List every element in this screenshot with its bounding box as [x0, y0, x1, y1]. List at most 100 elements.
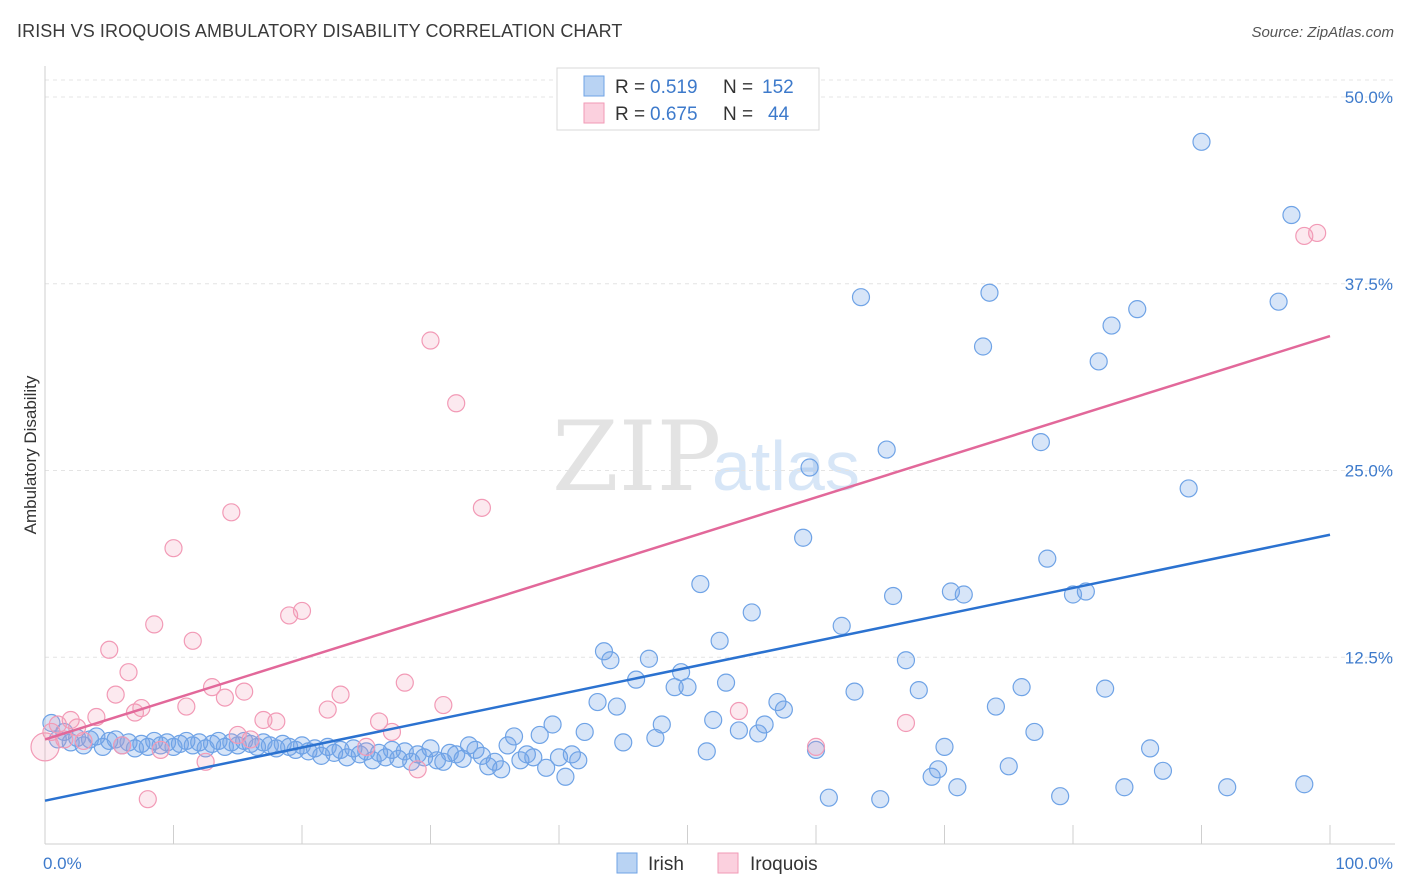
y-tick-label: 12.5% [1345, 648, 1393, 667]
iroquois-point [164, 539, 183, 558]
iroquois-point [183, 631, 202, 650]
iroquois-point [74, 731, 93, 751]
series-legend: Irish Iroquois [616, 852, 818, 875]
irish-point [678, 678, 697, 697]
legend-iroquois-n-label: N = [723, 104, 753, 125]
irish-point [543, 715, 562, 734]
irish-point [832, 616, 851, 635]
x-tick-label: 100.0% [1335, 854, 1393, 873]
watermark: ZIP atlas [552, 401, 860, 513]
stats-legend: R = 0.519 N = 152 R = 0.675 N = 44 [556, 67, 820, 131]
bottom-legend-iroquois-label: Iroquois [750, 854, 818, 875]
legend-irish-swatch [583, 75, 605, 97]
irish-point [1128, 300, 1147, 319]
irish-point [710, 631, 729, 650]
y-tick-label: 50.0% [1345, 88, 1393, 107]
x-tick-label: 0.0% [43, 854, 82, 873]
irish-point [922, 767, 941, 786]
iroquois-point [729, 701, 749, 721]
irish-point [845, 682, 864, 701]
iroquois-point [806, 737, 826, 756]
irish-point [1218, 778, 1237, 797]
bottom-legend-irish-label: Irish [648, 854, 684, 875]
iroquois-point [408, 760, 427, 779]
iroquois-point [119, 663, 138, 682]
irish-point [1102, 316, 1121, 335]
y-tick-labels: 12.5% 25.0% 37.5% 50.0% [1345, 88, 1393, 667]
irish-point [909, 681, 928, 700]
irish-point [800, 458, 819, 477]
chart-title: IRISH VS IROQUOIS AMBULATORY DISABILITY … [17, 21, 623, 41]
iroquois-point [331, 685, 350, 704]
source-label: Source: ZipAtlas.com [1251, 24, 1394, 41]
iroquois-point [145, 615, 164, 634]
iroquois-point [292, 601, 312, 621]
irish-point [729, 721, 749, 740]
y-tick-label: 37.5% [1345, 275, 1393, 294]
irish-point [607, 697, 626, 716]
irish-point [1012, 678, 1031, 697]
irish-point [1140, 739, 1160, 758]
iroquois-point [318, 700, 337, 719]
grid-lines [45, 79, 1395, 658]
irish-point [716, 673, 736, 692]
irish-point [575, 722, 594, 742]
irish-point [601, 651, 620, 670]
irish-point [1038, 549, 1057, 568]
legend-iroquois-swatch [583, 102, 605, 124]
y-axis-label: Ambulatory Disability [21, 375, 40, 534]
irish-point [594, 642, 614, 661]
iroquois-point [177, 697, 196, 716]
iroquois-point [138, 790, 157, 809]
iroquois-point [215, 688, 234, 707]
iroquois-point [61, 710, 80, 730]
y-tick-label: 25.0% [1345, 462, 1393, 481]
irish-point [1282, 205, 1301, 225]
irish-point [1115, 778, 1134, 797]
legend-iroquois-n-value: 44 [768, 104, 790, 125]
irish-point [1031, 433, 1050, 452]
watermark-atlas: atlas [712, 427, 860, 505]
irish-points [42, 132, 1314, 809]
irish-point [896, 651, 916, 670]
irish-point [986, 697, 1006, 716]
irish-point [614, 733, 633, 752]
iroquois-point [434, 695, 453, 715]
iroquois-point [395, 673, 414, 692]
irish-point [1051, 787, 1070, 806]
bottom-legend-iroquois-swatch [717, 852, 739, 874]
irish-point [569, 751, 588, 770]
irish-point [749, 724, 768, 743]
axes [44, 66, 1395, 845]
iroquois-point [472, 498, 491, 517]
trend-lines [44, 334, 1331, 802]
iroquois-point [235, 682, 254, 701]
irish-point [819, 788, 838, 807]
irish-point [1179, 479, 1198, 498]
irish-point [768, 692, 787, 712]
irish-point [980, 283, 999, 302]
irish-trend-line [44, 533, 1331, 802]
bottom-legend-irish-swatch [616, 852, 638, 874]
iroquois-point [100, 640, 119, 659]
iroquois-point [222, 503, 241, 522]
legend-irish-r-value: 0.519 [650, 77, 698, 98]
iroquois-point [1308, 223, 1327, 243]
irish-point [948, 778, 967, 797]
irish-point [498, 736, 517, 755]
iroquois-point [896, 713, 916, 733]
iroquois-point [267, 712, 286, 731]
iroquois-point [421, 331, 440, 350]
irish-point [1089, 352, 1108, 371]
iroquois-point [382, 722, 402, 742]
irish-point [492, 760, 511, 779]
irish-point [871, 790, 890, 809]
irish-point [1096, 679, 1115, 698]
irish-point [794, 528, 813, 547]
irish-point [485, 752, 504, 771]
irish-point [704, 710, 723, 730]
irish-point [755, 715, 774, 734]
legend-irish-n-value: 152 [762, 77, 794, 98]
iroquois-point [241, 730, 260, 749]
